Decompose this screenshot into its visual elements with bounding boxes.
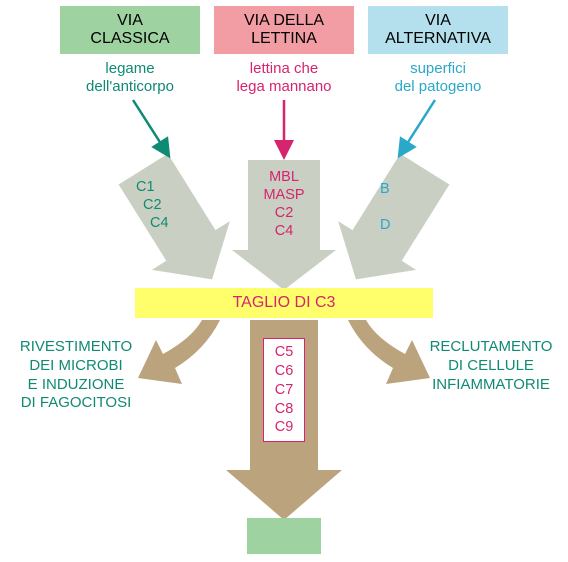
bottom-box (247, 518, 321, 554)
small-arrows-svg (0, 0, 568, 562)
arrow-classic-components: C1 C2 C4 (136, 178, 196, 232)
outcome-left: RIVESTIMENTO DEI MICROBI E INDUZIONE DI … (6, 338, 146, 413)
c3-bar-label: TAGLIO DI C3 (233, 294, 336, 312)
arrow-alt-components: B D (380, 180, 424, 234)
outcome-right: RECLUTAMENTO DI CELLULE INFIAMMATORIE (416, 338, 566, 394)
arrow-lectin-components: MBL MASP C2 C4 (254, 168, 314, 241)
c3-bar: TAGLIO DI C3 (135, 288, 433, 318)
mac-box: C5 C6 C7 C8 C9 (263, 338, 305, 442)
